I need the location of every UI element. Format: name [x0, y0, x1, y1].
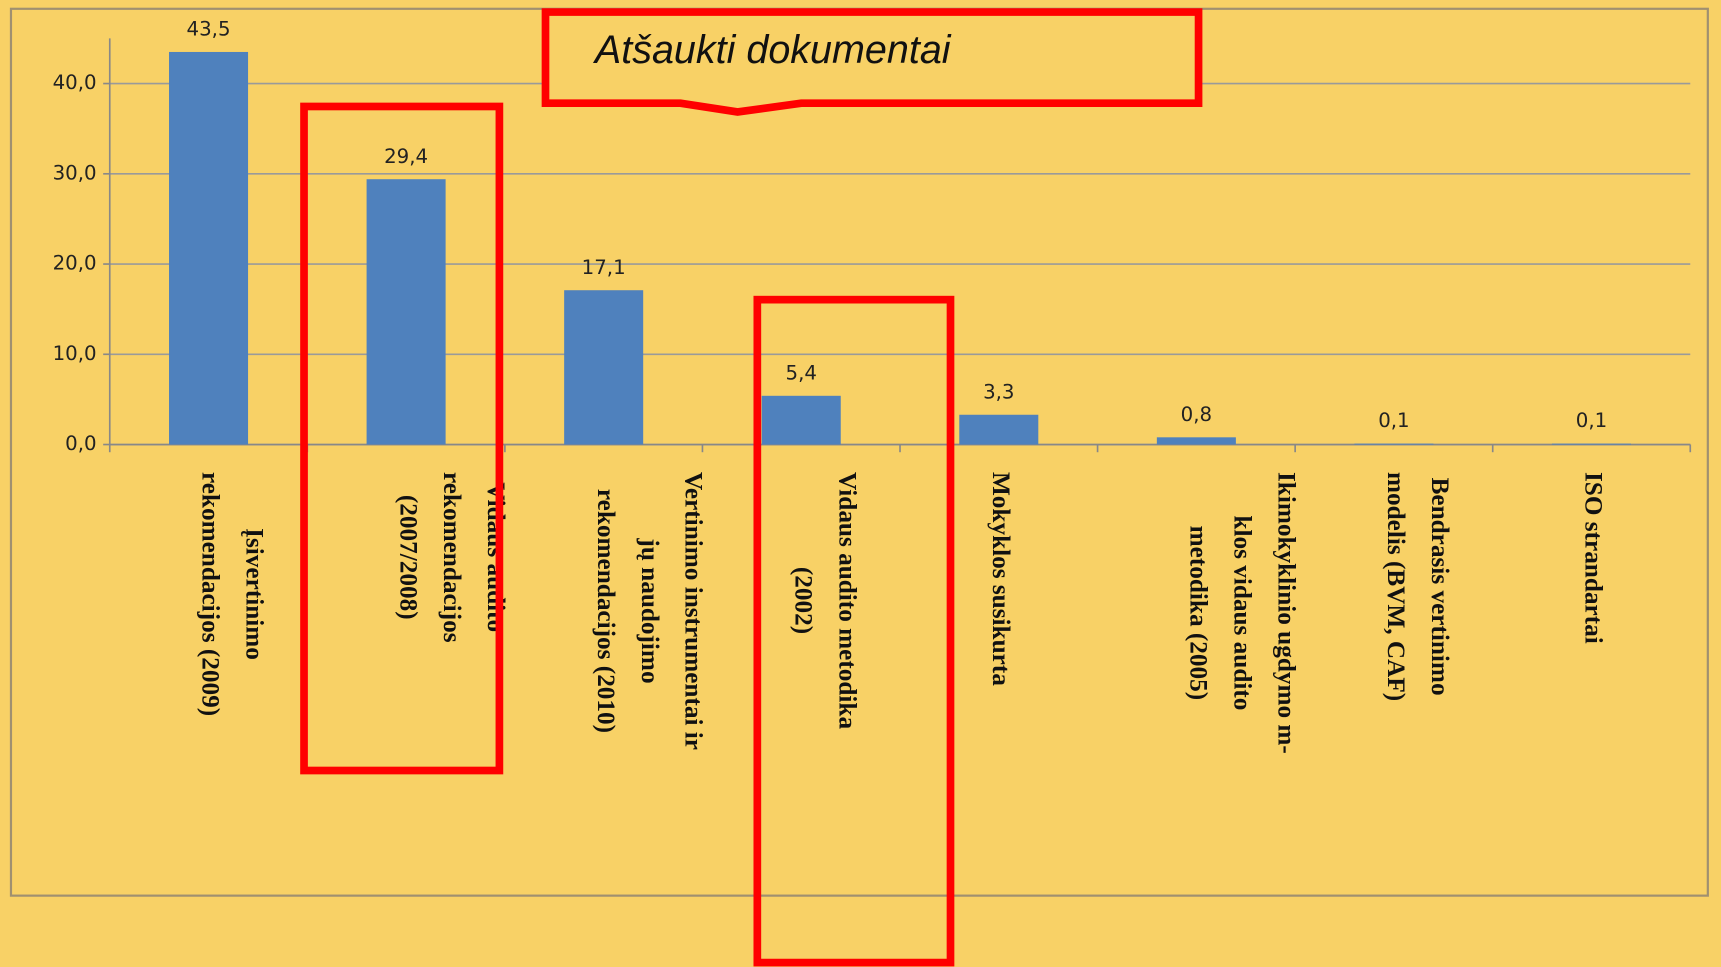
value-label: 0,1 — [1576, 409, 1607, 432]
bar — [564, 290, 644, 445]
value-label: 29,4 — [384, 145, 428, 168]
x-tick-label: klos vidaus audito — [1228, 515, 1255, 710]
x-tick-label: rekomendacijos — [438, 472, 465, 643]
value-label: 43,5 — [187, 18, 231, 41]
value-label: 0,8 — [1181, 403, 1212, 426]
annotation: Atšaukti dokumentai — [593, 28, 952, 72]
x-tick-label: Ikimokyklinio ugdymo m- — [1272, 472, 1299, 754]
x-tick-label: Mokyklos susikurta — [987, 472, 1014, 686]
value-label: 5,4 — [786, 361, 817, 384]
value-label: 0,1 — [1378, 409, 1409, 432]
highlight-box — [300, 102, 504, 775]
bar — [761, 395, 841, 445]
plot: 0,0 10,0 20,0 30,0 40,0 43,5 Įsivertinimo rekom… — [53, 18, 1692, 754]
x-tick-label: (2002) — [789, 567, 816, 634]
bar — [366, 179, 446, 445]
bar — [1156, 437, 1236, 445]
x-tick-label: Įsivertinimo — [241, 528, 268, 660]
x-tick-label: rekomendacijos (2010) — [592, 489, 619, 733]
bar — [169, 51, 249, 445]
chart-frame — [9, 7, 1709, 897]
y-tick-label: 20,0 — [53, 252, 97, 275]
y-tick-label: 40,0 — [53, 71, 97, 94]
x-tick-label: Vidaus audito metodika — [833, 472, 860, 729]
bar — [959, 414, 1039, 445]
value-label: 3,3 — [983, 380, 1014, 403]
x-tick-label: rekomendacijos (2009) — [197, 472, 224, 716]
y-tick-label: 0,0 — [65, 432, 96, 455]
x-tick-label: modelis (BVM, CAF) — [1382, 472, 1409, 701]
x-tick-label: jų naudojimo — [636, 537, 663, 683]
x-tick-label: Vertinimo instrumentai ir — [680, 472, 707, 750]
annotation-callout — [541, 8, 1203, 116]
x-tick-label: metodika (2005) — [1185, 526, 1212, 701]
y-tick-label: 30,0 — [53, 161, 97, 184]
x-tick-label: ISO strandartai — [1580, 472, 1607, 644]
x-tick-label: Bendrasis vertinimo — [1426, 478, 1453, 696]
bar — [1551, 443, 1631, 445]
highlight-box — [753, 295, 955, 967]
y-tick-label: 10,0 — [53, 342, 97, 365]
value-label: 17,1 — [582, 256, 626, 279]
x-tick-label: (2007/2008) — [394, 495, 421, 620]
bar — [1354, 443, 1434, 445]
